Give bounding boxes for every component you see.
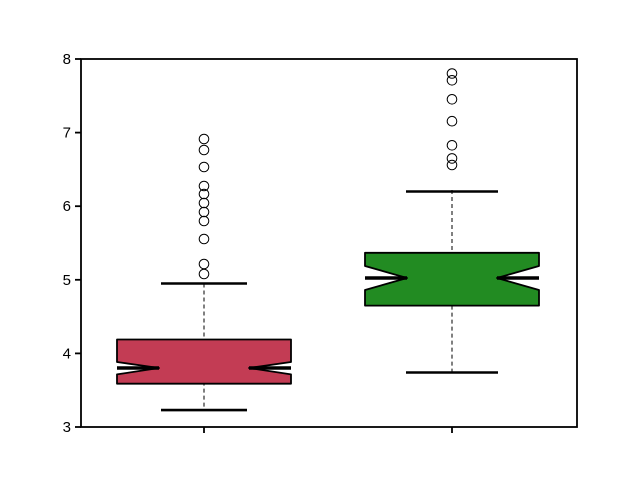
svg-text:6: 6 [63,198,71,215]
svg-text:3: 3 [63,419,71,436]
svg-text:5: 5 [63,272,71,289]
svg-text:8: 8 [63,51,71,68]
svg-text:4: 4 [63,345,71,362]
svg-text:7: 7 [63,125,71,142]
